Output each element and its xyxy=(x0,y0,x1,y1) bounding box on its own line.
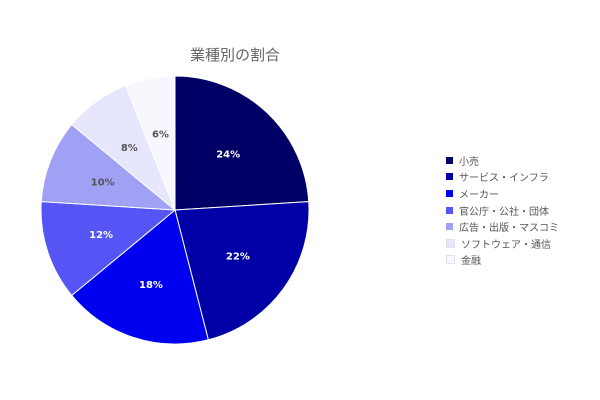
legend-label: ソフトウェア・通信 xyxy=(461,239,551,251)
legend-label: 小売 xyxy=(459,156,479,168)
pie-slice-3 xyxy=(71,209,209,345)
legend-item: 金融 xyxy=(446,252,559,269)
slice-label-1: 24% xyxy=(216,149,240,160)
legend-label: メーカー xyxy=(459,189,499,201)
slice-label-7: 6% xyxy=(152,130,169,141)
pie-slice-7 xyxy=(125,75,176,211)
legend-swatch xyxy=(446,189,453,197)
legend: 小売サービス・インフラ メーカー官公庁・公社・団体 広告・出版・マスコミ ソフトウェア… xyxy=(446,152,559,268)
legend-item: 広告・出版・マスコミ xyxy=(446,218,559,235)
legend-item: ソフトウェア・通信 xyxy=(446,235,559,252)
slice-label-6: 8% xyxy=(121,143,138,154)
pie-slice-2 xyxy=(174,201,310,341)
legend-swatch xyxy=(446,173,453,181)
slice-label-2: 22% xyxy=(226,252,250,263)
legend-label: サービス・インフラ xyxy=(459,173,549,185)
legend-swatch xyxy=(446,206,453,214)
legend-label: 金融 xyxy=(461,256,481,268)
legend-item: 小売 xyxy=(446,152,559,169)
legend-swatch xyxy=(446,255,455,265)
legend-item: メーカー xyxy=(446,185,559,202)
pie-slice-1 xyxy=(174,75,310,211)
pie-slice-4 xyxy=(40,201,177,297)
pie-slices xyxy=(40,75,310,345)
slice-label-3: 18% xyxy=(139,280,163,291)
legend-swatch xyxy=(446,223,453,231)
legend-item: 官公庁・公社・団体 xyxy=(446,202,559,219)
chart-title: 業種別の割合 xyxy=(189,46,280,64)
pie-slice-5 xyxy=(40,123,177,211)
legend-label: 広告・出版・マスコミ xyxy=(459,223,559,235)
legend-swatch xyxy=(446,238,455,248)
legend-swatch xyxy=(446,156,453,164)
legend-item: サービス・インフラ xyxy=(446,169,559,186)
legend-label: 官公庁・公社・団体 xyxy=(459,206,549,218)
slice-label-4: 12% xyxy=(89,230,113,241)
pie-labels: 24% 22% 18% 12% 10% 8% 6% xyxy=(89,130,250,291)
slice-label-5: 10% xyxy=(91,177,115,188)
